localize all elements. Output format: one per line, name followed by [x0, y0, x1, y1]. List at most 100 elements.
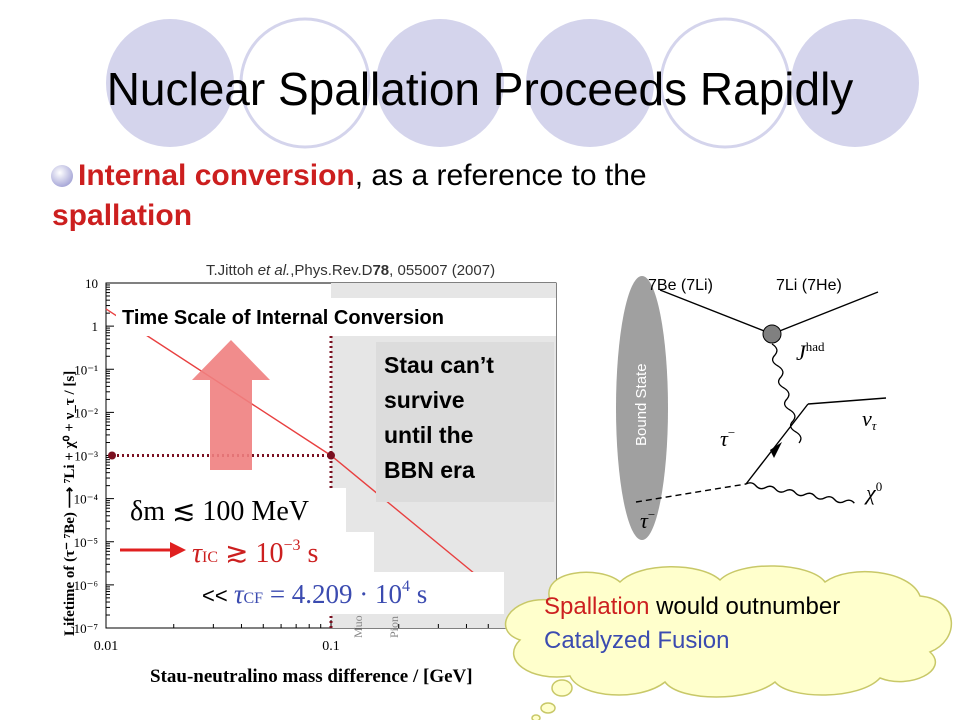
formula-tau-ic-unit: s [301, 538, 319, 569]
nu-tau-label: ντ [862, 406, 878, 433]
formula-tau-cf-sub: CF [243, 590, 263, 607]
tau-arrow-icon [770, 442, 782, 458]
formula-delta-m: δm ≲ 100 MeV [130, 496, 309, 527]
feynman-diagram: Bound State 7Be (7Li) 7Li (7He) Jhad ντ … [616, 276, 887, 540]
slide-title: Nuclear Spallation Proceeds Rapidly [106, 63, 854, 115]
y-tick-label: 10⁻³ [74, 449, 98, 464]
stau-sup: − [648, 507, 655, 522]
y-tick-label: 10⁻⁴ [74, 492, 99, 507]
x-tick-labels: 0.01 0.1 [94, 639, 340, 654]
bullet-text: Internal conversion, as a reference to t… [52, 156, 892, 236]
balloon-cloud [504, 565, 953, 698]
stau-box-line: until the [384, 422, 473, 448]
formula-tau-cf: << τCF = 4.209 · 104 s [202, 578, 427, 609]
tau-minus-sup: − [728, 425, 735, 440]
y-tick-label: 10⁻⁵ [74, 535, 98, 550]
x-axis-label: Stau-neutralino mass difference / [GeV] [150, 666, 473, 687]
formula-tau-ic-rel: ≳ 10 [218, 538, 283, 569]
plot-title-box [116, 298, 556, 336]
decor-circle [239, 17, 371, 149]
balloon-line2: Catalyzed Fusion [544, 627, 730, 654]
pointer-arrow-head [170, 542, 186, 558]
stau-label: τ− [640, 507, 655, 533]
decor-circle [376, 19, 504, 147]
be-label: 7Be (7Li) [648, 277, 713, 294]
citation-etal: et al. [257, 262, 291, 279]
stau-symbol: τ [640, 508, 649, 533]
j-had-label: Jhad [796, 339, 825, 365]
y-tick-label: 10⁻² [74, 405, 98, 420]
formula-much-less: << [202, 583, 234, 608]
x-tick-label: 0.1 [322, 639, 340, 654]
formula-tau-ic-sub: IC [202, 549, 218, 566]
y-tick-label: 10⁻¹ [74, 362, 98, 377]
bullet-emphasis-spallation: spallation [52, 199, 193, 232]
tau-minus-label: τ− [720, 425, 735, 451]
neutralino-line [745, 482, 855, 504]
y-axis-label: Lifetime of (τ⁻ ⁷Be) ⟶ ⁷Li + χ⁰ + ν_τ / … [62, 371, 78, 636]
formula-tau-cf-rel: = 4.209 · 10 [263, 579, 402, 609]
nucleus-line-out [771, 291, 879, 335]
shaded-label-muon: Muo [351, 615, 365, 638]
y-tick-label: 10⁻⁶ [74, 578, 98, 593]
up-arrow-icon [192, 340, 270, 470]
j-had-sup: had [806, 339, 825, 354]
decor-circle [791, 19, 919, 147]
formula-tau-cf-unit: s [410, 579, 427, 609]
neutralino-label: χ0 [864, 479, 882, 505]
y-tick-label: 10 [85, 276, 98, 291]
citation: T.Jittoh et al.,Phys.Rev.D78, 055007 (20… [206, 262, 495, 279]
citation-volume: 78 [372, 262, 390, 279]
neutralino-symbol: χ [864, 480, 877, 505]
stau-box-line: BBN era [384, 457, 475, 483]
balloon-bubble [531, 714, 541, 720]
stau-box [376, 342, 554, 502]
reference-marker-center [327, 451, 335, 460]
tau-minus-symbol: τ [720, 426, 729, 451]
tau-line [745, 403, 809, 485]
y-tick-label: 1 [92, 319, 99, 334]
balloon-text: Spallation would outnumber Catalyzed Fus… [544, 590, 954, 658]
y-tick-labels: 10 1 10⁻¹ 10⁻² 10⁻³ 10⁻⁴ 10⁻⁵ 10⁻⁶ 10⁻⁷ [74, 276, 99, 636]
formula-tau-ic: τIC ≳ 10−3 s [192, 537, 318, 569]
formula-tau-cf-exp: 4 [402, 578, 410, 595]
nucleus-line-in [659, 289, 773, 335]
y-tick-label: 10⁻⁷ [74, 621, 98, 636]
citation-rest: , 055007 (2007) [389, 262, 496, 279]
balloon-bubble [551, 679, 573, 697]
nu-tau-sub: τ [872, 418, 878, 433]
j-had-symbol: J [796, 340, 807, 365]
plot-title: Time Scale of Internal Conversion [122, 307, 444, 329]
x-tick-label: 0.01 [94, 639, 119, 654]
bullet-middle: , as a reference to the [354, 159, 647, 192]
li-label: 7Li (7He) [776, 277, 842, 294]
citation-prefix: T.Jittoh [206, 262, 258, 279]
bound-state-ellipse [616, 276, 668, 540]
decor-circle [106, 19, 234, 147]
stau-dashed-line [635, 483, 747, 503]
bound-state-label: Bound State [633, 363, 650, 446]
bullet-emphasis-internal-conversion: Internal conversion [78, 159, 355, 192]
formula-delta-m-box [124, 488, 346, 532]
balloon-bubble [540, 702, 556, 714]
formula-tau-cf-box [198, 572, 504, 614]
shaded-label-pion: Pion [387, 616, 401, 638]
stau-box-line: Stau can’t [384, 352, 494, 378]
balloon-spallation: Spallation [544, 593, 650, 620]
decor-circle [526, 19, 654, 147]
citation-journal: ,Phys.Rev.D [290, 262, 373, 279]
decorative-circles [106, 17, 919, 149]
bullet-dot-icon [51, 165, 73, 187]
decor-circle [659, 17, 791, 149]
formula-tau-ic-exp: −3 [284, 537, 301, 554]
neutralino-sup: 0 [876, 479, 883, 494]
formula-tau-ic-box [188, 532, 374, 572]
nu-tau-symbol: ν [862, 406, 872, 431]
reference-marker-left [108, 451, 116, 460]
formula-tau-cf-symbol: τ [234, 579, 245, 609]
stau-box-line: survive [384, 387, 465, 413]
vertex-blob [762, 324, 782, 344]
balloon-line1-rest: would outnumber [649, 593, 841, 620]
thought-balloon [504, 565, 953, 720]
